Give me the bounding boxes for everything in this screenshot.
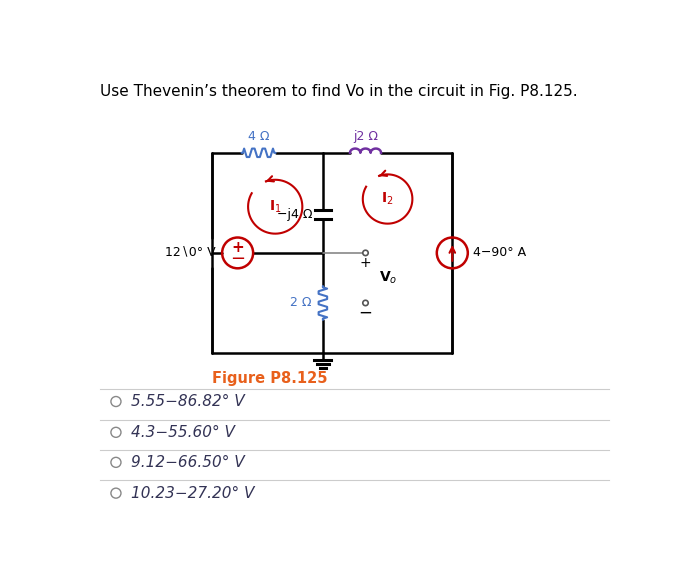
Text: 4.3−55.60° V: 4.3−55.60° V — [131, 425, 235, 440]
Text: Figure P8.125: Figure P8.125 — [212, 371, 327, 386]
Text: $\mathbf{I}_1$: $\mathbf{I}_1$ — [269, 199, 282, 215]
Text: $\mathbf{I}_2$: $\mathbf{I}_2$ — [381, 191, 394, 207]
Text: −j4 Ω: −j4 Ω — [277, 208, 313, 221]
Text: 9.12−66.50° V: 9.12−66.50° V — [131, 455, 245, 470]
Text: −: − — [230, 250, 245, 268]
Text: +: + — [360, 256, 372, 270]
Text: 4 Ω: 4 Ω — [248, 130, 269, 143]
Text: j2 Ω: j2 Ω — [353, 130, 378, 143]
Text: +: + — [231, 240, 244, 255]
Text: 12∖0° V: 12∖0° V — [165, 246, 216, 259]
Text: 4−90° A: 4−90° A — [473, 246, 527, 259]
Text: 5.55−86.82° V: 5.55−86.82° V — [131, 394, 245, 409]
Text: −: − — [358, 303, 372, 321]
Text: 10.23−27.20° V: 10.23−27.20° V — [131, 486, 255, 501]
Text: Use Thevenin’s theorem to find Vo in the circuit in Fig. P8.125.: Use Thevenin’s theorem to find Vo in the… — [100, 83, 578, 99]
Text: $\mathbf{V}_o$: $\mathbf{V}_o$ — [379, 270, 398, 286]
Text: 2 Ω: 2 Ω — [290, 296, 311, 309]
